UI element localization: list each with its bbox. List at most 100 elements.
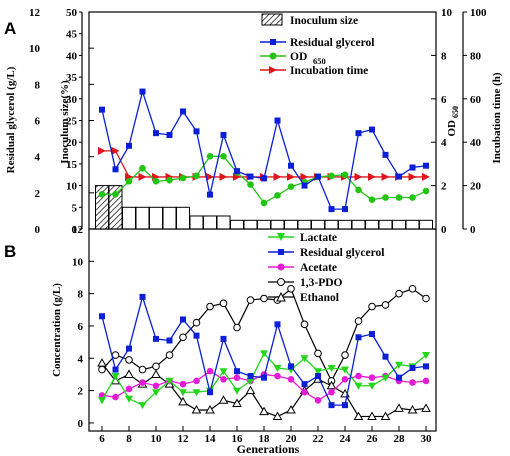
residual-glycerol-a-point: [382, 151, 389, 158]
lactate-point: [395, 361, 403, 369]
axis-a-left-tick-label: 10: [29, 43, 41, 55]
pdo-point: [395, 289, 403, 298]
panel-b-label: B: [4, 242, 16, 261]
axis-b-x-tick-label: 8: [126, 433, 132, 445]
residual-glycerol-a-point: [207, 191, 213, 198]
od650-point: [422, 187, 430, 195]
panel-a-label: A: [4, 19, 16, 38]
axis-a-right1-od: OD: [446, 120, 458, 137]
residual-glycerol-a-point: [342, 206, 348, 213]
inoculum-bar: [135, 206, 150, 230]
ethanol-point: [245, 385, 256, 395]
legend-b-acetate-swatch: [277, 263, 285, 271]
axis-b-left-tick-label: 12: [72, 224, 84, 236]
axis-b-x-tick-label: 16: [232, 433, 244, 445]
pdo-line: [101, 287, 427, 383]
axis-a-left-label: Residual glycerol (g/L): [5, 66, 17, 173]
pdo-point: [300, 320, 309, 329]
ethanol-point: [218, 395, 229, 404]
pdo-point: [260, 294, 268, 303]
residual-glycerol-a-point: [220, 131, 227, 138]
lactate-point: [246, 377, 255, 385]
pdo-point: [233, 323, 241, 332]
ethanol-point: [191, 404, 202, 414]
od650-point: [193, 172, 200, 180]
axis-b-left-tick-label: 0: [78, 418, 84, 430]
acetate-point: [152, 382, 160, 390]
axis-a-left-tick-label: 2: [35, 188, 41, 200]
panel-a-series: [98, 88, 430, 213]
residual-glycerol-b-point: [409, 364, 416, 371]
residual-glycerol-a-point: [166, 131, 173, 138]
ethanol-point: [272, 411, 283, 420]
residual-glycerol-a-point: [139, 88, 146, 95]
inoculum-bar: [284, 219, 298, 230]
axis-a-inner-tick-label: 10: [66, 181, 78, 193]
inoculum-bar: [378, 219, 393, 230]
inoculum-bar: [324, 219, 339, 230]
residual-glycerol-a-point: [193, 128, 200, 135]
inoculum-bar: [162, 206, 177, 230]
residual-glycerol-b-point: [234, 368, 240, 375]
od650-point: [382, 194, 389, 201]
acetate-point: [193, 377, 200, 385]
residual-glycerol-a-point: [423, 162, 429, 169]
lactate-point: [219, 368, 228, 376]
inoculum-bar: [338, 219, 352, 230]
axis-b-x-tick-label: 28: [394, 433, 406, 445]
acetate-point: [125, 385, 133, 393]
lactate-point: [179, 389, 187, 397]
axis-a-right2-tick-label: 40: [470, 137, 482, 149]
lactate-point: [300, 355, 309, 363]
legend-a-glycerol-swatch: [270, 39, 276, 45]
axis-a-left-tick-label: 0: [35, 224, 41, 236]
axis-b-left-tick-label: 4: [78, 353, 84, 365]
legend-b-ethanol-swatch: [276, 291, 286, 302]
incubation-time-point: [98, 146, 106, 155]
inoculum-bar: [351, 219, 366, 230]
panel-b-frame: [88, 228, 437, 432]
residual-glycerol-b-point: [139, 293, 146, 300]
od650-point: [152, 177, 160, 185]
lactate-point: [165, 377, 174, 385]
legend-b-lactate-swatch: [277, 233, 285, 241]
pdo-point: [125, 356, 133, 364]
axis-b-x-tick-label: 22: [313, 433, 325, 445]
pdo-point: [179, 333, 187, 342]
inoculum-bar: [122, 206, 136, 230]
residual-glycerol-b-point: [328, 402, 335, 409]
legend-a-inoculum-label: Inoculum size: [290, 15, 358, 27]
lactate-point: [125, 395, 133, 403]
axis-b-left-label: Concentration (g/L): [51, 283, 63, 377]
inoculum-bar: [149, 206, 163, 230]
panel-a-axes: 0246810120510152025303540455002468100204…: [29, 7, 487, 236]
axis-a-left-tick-label: 12: [29, 7, 41, 19]
residual-glycerol-b-point: [288, 363, 294, 370]
axis-a-inner-tick-label: 45: [66, 29, 78, 41]
ethanol-point: [259, 406, 269, 416]
axis-a-inner-tick-label: 5: [72, 202, 78, 214]
incubation-time-point: [138, 172, 147, 181]
axis-a-right1-tick-label: 6: [441, 94, 447, 106]
residual-glycerol-a-point: [153, 130, 159, 137]
axis-a-inner-tick-label: 35: [66, 72, 78, 84]
od650-point: [220, 153, 227, 160]
pdo-point: [152, 362, 160, 371]
od650-point: [395, 194, 403, 201]
od650-point: [139, 164, 146, 172]
od650-point: [206, 153, 214, 160]
legend-a-inoculum-swatch: [261, 13, 283, 26]
residual-glycerol-a-point: [247, 173, 254, 180]
residual-glycerol-b-point: [396, 374, 402, 381]
pdo-point: [408, 284, 417, 293]
incubation-time-point: [300, 172, 309, 181]
acetate-point: [206, 367, 214, 375]
incubation-time-point: [219, 172, 228, 181]
axis-b-x-tick-label: 20: [286, 433, 298, 445]
inoculum-bar: [230, 219, 244, 230]
residual-glycerol-b-point: [301, 381, 308, 388]
inoculum-bar: [203, 215, 217, 230]
acetate-point: [314, 396, 322, 404]
ethanol-point: [205, 404, 215, 414]
